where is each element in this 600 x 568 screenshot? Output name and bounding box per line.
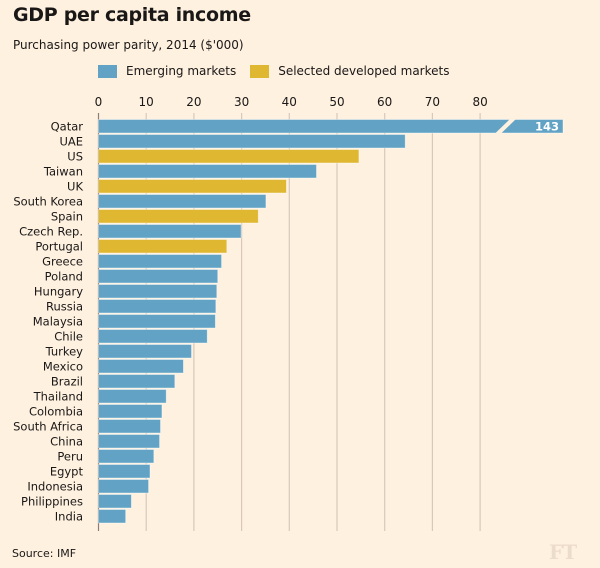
category-label: Indonesia: [27, 480, 83, 494]
source-note: Source: IMF: [12, 547, 77, 560]
category-label: South Africa: [13, 420, 83, 434]
category-label: Mexico: [43, 360, 83, 374]
bar: [98, 419, 161, 434]
bar: [98, 314, 216, 329]
category-label: UK: [67, 180, 83, 194]
category-label: Portugal: [35, 240, 83, 254]
x-tick-label: 40: [282, 95, 297, 109]
category-label: Spain: [51, 210, 83, 224]
category-label: Russia: [46, 300, 83, 314]
category-label: UAE: [59, 135, 83, 149]
data-label: 143: [535, 120, 559, 134]
category-label: Chile: [54, 330, 83, 344]
category-label: Greece: [42, 255, 83, 269]
category-label: South Korea: [13, 195, 83, 209]
legend: Emerging markets Selected developed mark…: [98, 64, 463, 78]
category-label: Brazil: [51, 375, 83, 389]
bar: [98, 449, 155, 464]
category-label: Qatar: [51, 120, 84, 134]
bar: [98, 464, 151, 479]
bar: [98, 224, 242, 239]
bar: [98, 164, 317, 179]
category-label: Thailand: [33, 390, 83, 404]
bar: [98, 374, 176, 389]
bar: [98, 329, 208, 344]
x-tick-label: 60: [377, 95, 392, 109]
category-label: Poland: [45, 270, 83, 284]
bar: [98, 509, 127, 524]
bar: [98, 404, 163, 419]
category-label: Peru: [57, 450, 83, 464]
bar: [98, 479, 149, 494]
x-tick-label: 70: [425, 95, 440, 109]
bar: [98, 194, 267, 209]
bar: [98, 209, 259, 224]
bar: [98, 284, 218, 299]
bar: [98, 389, 167, 404]
category-label: US: [67, 150, 83, 164]
bar: [98, 359, 184, 374]
category-label: Colombia: [29, 405, 83, 419]
bar: [98, 134, 406, 149]
category-label: Turkey: [45, 345, 84, 359]
x-tick-label: 10: [139, 95, 154, 109]
legend-item-developed: Selected developed markets: [250, 64, 449, 78]
chart-title: GDP per capita income: [13, 4, 251, 26]
bar: [98, 149, 360, 164]
category-label: Malaysia: [33, 315, 83, 329]
legend-label-developed: Selected developed markets: [278, 64, 450, 78]
bar: [98, 494, 132, 509]
x-tick-label: 30: [234, 95, 249, 109]
chart-subtitle: Purchasing power parity, 2014 ($'000): [13, 38, 244, 52]
axis-break: [495, 119, 516, 134]
bar: [98, 269, 219, 284]
x-tick-label: 50: [329, 95, 344, 109]
x-tick-label: 0: [95, 95, 103, 109]
category-label: China: [50, 435, 83, 449]
category-label: Philippines: [21, 495, 83, 509]
category-label: India: [55, 510, 83, 524]
x-tick-label: 20: [186, 95, 201, 109]
category-label: Egypt: [50, 465, 84, 479]
legend-swatch-emerging: [98, 64, 117, 78]
bar: [98, 254, 222, 269]
category-label: Czech Rep.: [19, 225, 83, 239]
bar: [98, 344, 192, 359]
x-tick-label: 80: [472, 95, 487, 109]
bar: [98, 434, 160, 449]
bar: [98, 119, 564, 134]
legend-label-emerging: Emerging markets: [126, 64, 237, 78]
bar: [98, 299, 217, 314]
category-label: Taiwan: [43, 165, 83, 179]
bar: [98, 179, 287, 194]
legend-item-emerging: Emerging markets: [98, 64, 236, 78]
category-label: Hungary: [34, 285, 83, 299]
ft-logo: FT: [549, 540, 577, 564]
legend-swatch-developed: [250, 64, 270, 78]
bar: [98, 239, 228, 254]
